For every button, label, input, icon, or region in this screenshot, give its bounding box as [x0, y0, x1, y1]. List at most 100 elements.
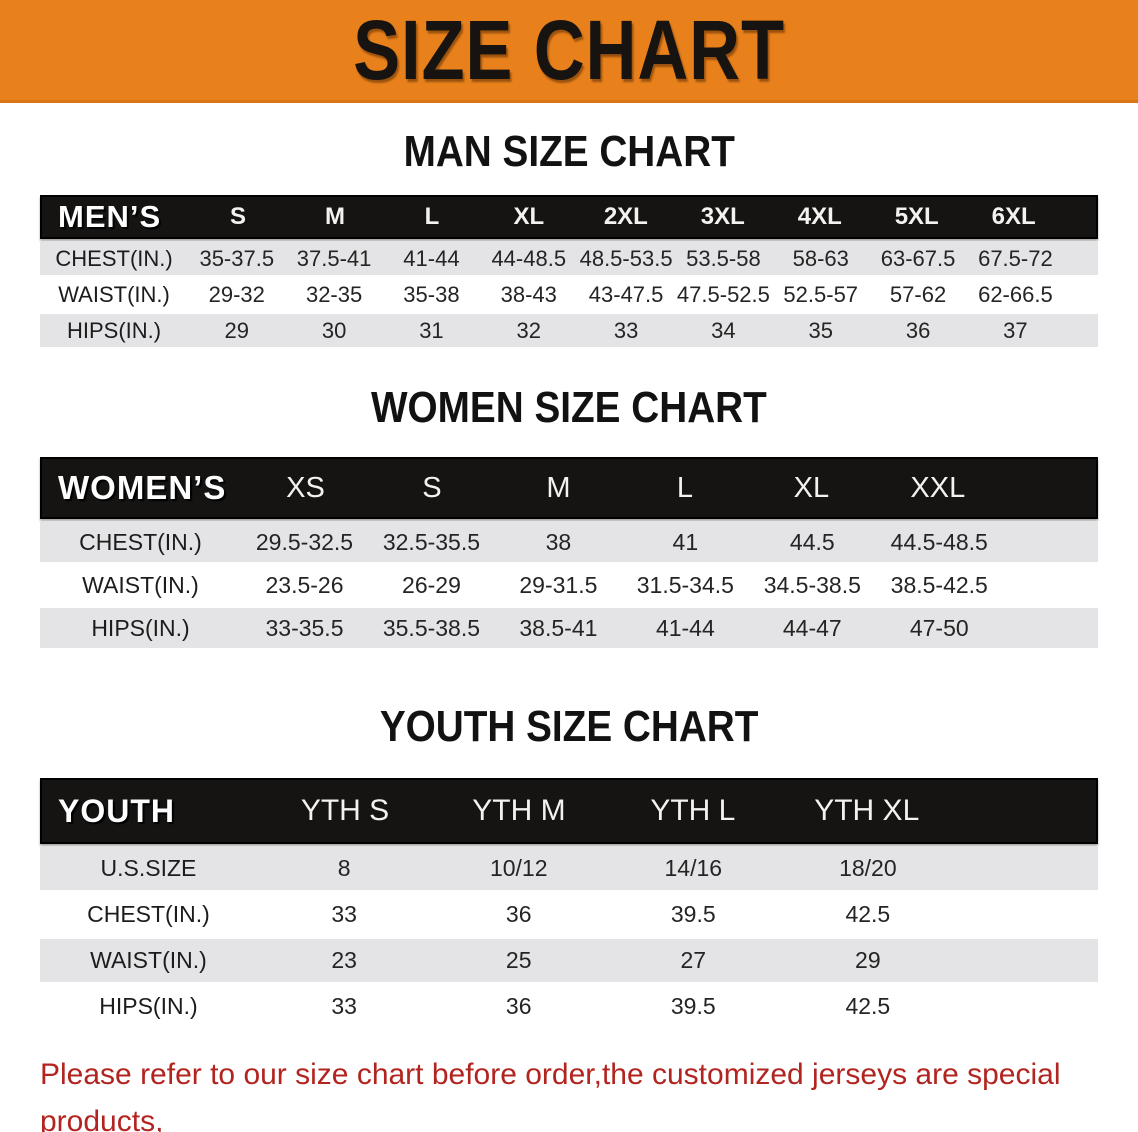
size-value: 31.5-34.5 [636, 571, 734, 598]
youth-table-row: HIPS(IN.) 33 36 39.5 42.5 [40, 985, 1098, 1028]
measure-label: WAIST(IN.) [58, 281, 170, 307]
measure-label: HIPS(IN.) [99, 993, 198, 1019]
size-value: 36 [505, 993, 532, 1019]
youth-corner-label: YOUTH [58, 792, 175, 829]
measure-label: U.S.SIZE [100, 855, 197, 881]
disclaimer-line-1: Please refer to our size chart before or… [40, 1058, 1061, 1132]
size-value: 58-63 [792, 245, 849, 271]
size-col-header: YTH L [650, 794, 736, 827]
size-value: 35-38 [403, 281, 460, 307]
size-col-header: 5XL [894, 203, 939, 230]
size-value: 42.5 [845, 901, 891, 927]
size-col-header: 4XL [797, 203, 842, 230]
women-table-header: WOMEN’S XS S M L XL XXL [40, 457, 1098, 519]
size-col-header: 2XL [603, 203, 648, 230]
youth-table-row: WAIST(IN.) 23 25 27 29 [40, 939, 1098, 982]
size-value: 53.5-58 [686, 245, 761, 271]
size-value: 39.5 [670, 993, 716, 1019]
size-value: 38-43 [500, 281, 557, 307]
banner-title: SIZE CHART [353, 3, 785, 97]
disclaimer-text: Please refer to our size chart before or… [40, 1052, 1098, 1132]
size-value: 26-29 [402, 571, 461, 598]
size-value: 8 [337, 855, 351, 881]
size-value: 37 [1003, 317, 1028, 343]
size-col-header: YTH M [472, 794, 566, 827]
size-value: 35 [808, 317, 833, 343]
size-value: 30 [321, 317, 347, 343]
size-value: 44.5-48.5 [890, 528, 988, 555]
youth-table-row: U.S.SIZE 8 10/12 14/16 18/20 [40, 847, 1098, 890]
size-value: 23.5-26 [265, 571, 344, 598]
size-value: 35.5-38.5 [382, 614, 481, 641]
size-col-header: 3XL [700, 203, 745, 230]
size-value: 25 [505, 947, 532, 973]
size-value: 52.5-57 [783, 281, 859, 307]
size-col-header: L [676, 471, 693, 504]
men-table-row: WAIST(IN.) 29-32 32-35 35-38 38-43 43-47.5 47.… [40, 278, 1098, 311]
size-col-header: M [324, 203, 345, 230]
size-value: 38.5-41 [519, 614, 598, 641]
size-value: 41-44 [655, 614, 715, 641]
size-value: 33 [331, 901, 357, 927]
men-table-row: HIPS(IN.) 29 30 31 32 33 34 35 36 37 [40, 314, 1098, 347]
size-col-header: 6XL [991, 203, 1036, 230]
size-value: 37.5-41 [296, 245, 372, 271]
size-value: 23 [331, 947, 357, 973]
youth-section-title: YOUTH SIZE CHART [379, 702, 759, 751]
women-section-title: WOMEN SIZE CHART [371, 383, 767, 432]
size-value: 32-35 [305, 281, 363, 307]
youth-size-table: YOUTH YTH S YTH M YTH L YTH XL U.S.SIZE 8 10/12… [40, 778, 1098, 1028]
size-value: 32.5-35.5 [382, 528, 481, 555]
women-table-row: CHEST(IN.) 29.5-32.5 32.5-35.5 38 41 44.5 44.5… [40, 522, 1098, 562]
men-table-row: CHEST(IN.) 35-37.5 37.5-41 41-44 44-48.5 48.5… [40, 242, 1098, 275]
men-size-table: MEN’S S M L XL 2XL 3XL 4XL 5XL 6XL CHEST(IN.) 35-37… [40, 195, 1098, 347]
size-value: 14/16 [664, 855, 723, 881]
size-value: 36 [505, 901, 532, 927]
men-corner-label: MEN’S [58, 199, 162, 234]
size-value: 29 [224, 317, 250, 343]
size-value: 57-62 [889, 281, 947, 307]
size-value: 44.5 [789, 528, 835, 555]
size-value: 29.5-32.5 [255, 528, 354, 555]
size-value: 34.5-38.5 [763, 571, 861, 598]
size-value: 48.5-53.5 [579, 245, 673, 271]
size-value: 38.5-42.5 [890, 571, 988, 598]
size-value: 31 [419, 317, 444, 343]
youth-table-row: CHEST(IN.) 33 36 39.5 42.5 [40, 893, 1098, 936]
size-value: 44-47 [782, 614, 842, 641]
size-value: 36 [905, 317, 931, 343]
size-value: 67.5-72 [978, 245, 1053, 271]
size-col-header: XS [286, 471, 325, 504]
size-value: 43-47.5 [588, 281, 664, 307]
size-col-header: M [546, 471, 571, 504]
measure-label: CHEST(IN.) [55, 245, 173, 271]
women-size-table: WOMEN’S XS S M L XL XXL CHEST(IN.) 29.5-32.5 32.5… [40, 457, 1098, 648]
size-value: 18/20 [839, 855, 897, 881]
size-value: 10/12 [489, 855, 548, 881]
size-col-header: L [424, 203, 440, 230]
size-value: 47.5-52.5 [676, 281, 770, 307]
measure-label: CHEST(IN.) [87, 901, 210, 927]
women-table-row: WAIST(IN.) 23.5-26 26-29 29-31.5 31.5-34.5 34… [40, 565, 1098, 605]
size-col-header: YTH S [300, 794, 390, 827]
measure-label: WAIST(IN.) [90, 947, 207, 973]
size-value: 41-44 [403, 245, 460, 271]
measure-label: WAIST(IN.) [82, 571, 199, 598]
size-value: 34 [711, 317, 736, 343]
size-value: 42.5 [845, 993, 891, 1019]
size-chart-banner: SIZE CHART [0, 0, 1138, 103]
size-value: 44-48.5 [491, 245, 567, 271]
men-section-title: MAN SIZE CHART [403, 127, 735, 176]
size-col-header: XL [793, 471, 830, 504]
size-value: 29-31.5 [519, 571, 598, 598]
size-value: 38 [545, 528, 572, 555]
size-value: 33-35.5 [265, 614, 344, 641]
size-value: 63-67.5 [880, 245, 956, 271]
size-value: 41 [672, 528, 699, 555]
measure-label: CHEST(IN.) [79, 528, 202, 555]
measure-label: HIPS(IN.) [66, 317, 162, 343]
size-value: 32 [516, 317, 541, 343]
men-table-header: MEN’S S M L XL 2XL 3XL 4XL 5XL 6XL [40, 195, 1098, 239]
women-table-row: HIPS(IN.) 33-35.5 35.5-38.5 38.5-41 41-44 44-… [40, 608, 1098, 648]
